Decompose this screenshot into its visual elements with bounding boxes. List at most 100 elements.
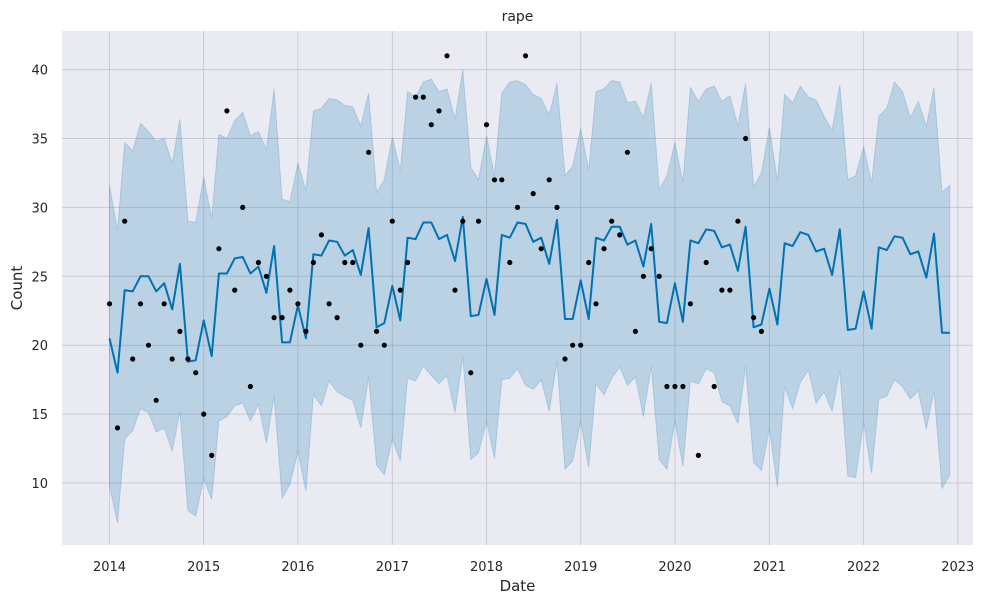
- y-tick-label: 25: [31, 270, 48, 285]
- observed-point: [758, 328, 765, 334]
- observed-point: [263, 273, 269, 279]
- observed-point: [358, 342, 364, 348]
- observed-point: [342, 259, 348, 266]
- observed-point: [271, 315, 277, 321]
- y-tick-label: 15: [31, 408, 48, 423]
- observed-point: [711, 383, 717, 390]
- observed-point: [601, 246, 607, 252]
- observed-point: [680, 383, 686, 390]
- observed-point: [130, 356, 136, 362]
- observed-point: [656, 273, 662, 279]
- observed-point: [122, 218, 128, 224]
- observed-point: [240, 204, 246, 210]
- observed-point: [640, 273, 647, 279]
- x-tick-label: 2019: [564, 560, 597, 575]
- observed-point: [374, 328, 380, 334]
- observed-point: [287, 287, 293, 293]
- observed-point: [695, 452, 702, 458]
- observed-point: [381, 342, 387, 348]
- observed-point: [672, 383, 678, 390]
- x-tick-label: 2022: [847, 560, 880, 575]
- observed-point: [444, 53, 450, 59]
- observed-point: [145, 342, 152, 348]
- observed-point: [295, 301, 301, 307]
- observed-point: [310, 259, 316, 266]
- observed-point: [483, 122, 490, 128]
- observed-point: [593, 301, 599, 307]
- observed-point: [570, 342, 576, 348]
- x-tick-label: 2023: [941, 560, 974, 575]
- observed-point: [554, 204, 560, 210]
- x-tick-label: 2014: [93, 560, 126, 575]
- x-axis-tick-labels: 2014 2015 2016 2017 2018 2019 2020 2021 2022 2023: [93, 560, 974, 575]
- observed-point: [232, 287, 238, 293]
- observed-point: [224, 108, 230, 114]
- observed-point: [216, 246, 222, 252]
- observed-point: [201, 411, 207, 417]
- observed-point: [436, 108, 442, 114]
- observed-point: [326, 301, 332, 307]
- y-axis-tick-labels: 10 15 20 25 30 35 40: [31, 64, 48, 492]
- observed-point: [538, 246, 544, 252]
- y-tick-label: 35: [31, 132, 48, 147]
- observed-point: [185, 356, 191, 362]
- chart-title: rape: [502, 9, 534, 25]
- observed-point: [468, 370, 474, 376]
- observed-point: [735, 218, 741, 224]
- observed-point: [153, 397, 159, 403]
- observed-point: [507, 259, 513, 266]
- observed-point: [366, 149, 372, 155]
- x-tick-label: 2016: [281, 560, 314, 575]
- observed-point: [405, 259, 411, 266]
- observed-point: [664, 383, 670, 390]
- observed-point: [648, 246, 654, 252]
- observed-point: [578, 342, 584, 348]
- observed-point: [161, 301, 167, 307]
- observed-point: [491, 177, 498, 183]
- observed-point: [499, 177, 505, 183]
- x-tick-label: 2015: [187, 560, 220, 575]
- observed-point: [546, 177, 552, 183]
- y-tick-label: 20: [31, 339, 48, 354]
- observed-point: [389, 218, 395, 224]
- observed-point: [137, 301, 144, 307]
- observed-point: [334, 315, 340, 321]
- observed-point: [743, 135, 749, 142]
- observed-point: [209, 452, 215, 458]
- observed-point: [624, 149, 631, 155]
- observed-point: [350, 259, 356, 266]
- observed-point: [703, 259, 709, 266]
- observed-point: [751, 315, 757, 321]
- observed-points: [106, 53, 765, 458]
- y-axis-title: Count: [8, 266, 26, 311]
- x-tick-label: 2017: [376, 560, 409, 575]
- observed-point: [303, 328, 309, 334]
- observed-point: [514, 204, 521, 210]
- observed-point: [617, 232, 623, 238]
- y-tick-label: 40: [31, 64, 48, 79]
- observed-point: [522, 53, 529, 59]
- observed-point: [413, 94, 419, 100]
- observed-point: [586, 259, 592, 266]
- observed-point: [106, 301, 113, 307]
- observed-point: [562, 356, 568, 362]
- uncertainty-interval-band: [109, 69, 951, 524]
- observed-point: [687, 301, 694, 307]
- observed-point: [169, 356, 175, 362]
- observed-point: [279, 315, 285, 321]
- observed-point: [452, 287, 458, 293]
- observed-point: [727, 287, 733, 293]
- observed-point: [420, 94, 426, 100]
- y-tick-label: 10: [31, 477, 48, 492]
- observed-point: [114, 425, 121, 431]
- observed-point: [632, 328, 639, 334]
- observed-point: [475, 218, 482, 224]
- observed-point: [193, 370, 199, 376]
- y-tick-label: 30: [31, 201, 48, 216]
- observed-point: [247, 383, 253, 390]
- plot-area: [62, 31, 973, 545]
- observed-point: [530, 191, 536, 197]
- observed-point: [255, 259, 261, 266]
- observed-point: [719, 287, 725, 293]
